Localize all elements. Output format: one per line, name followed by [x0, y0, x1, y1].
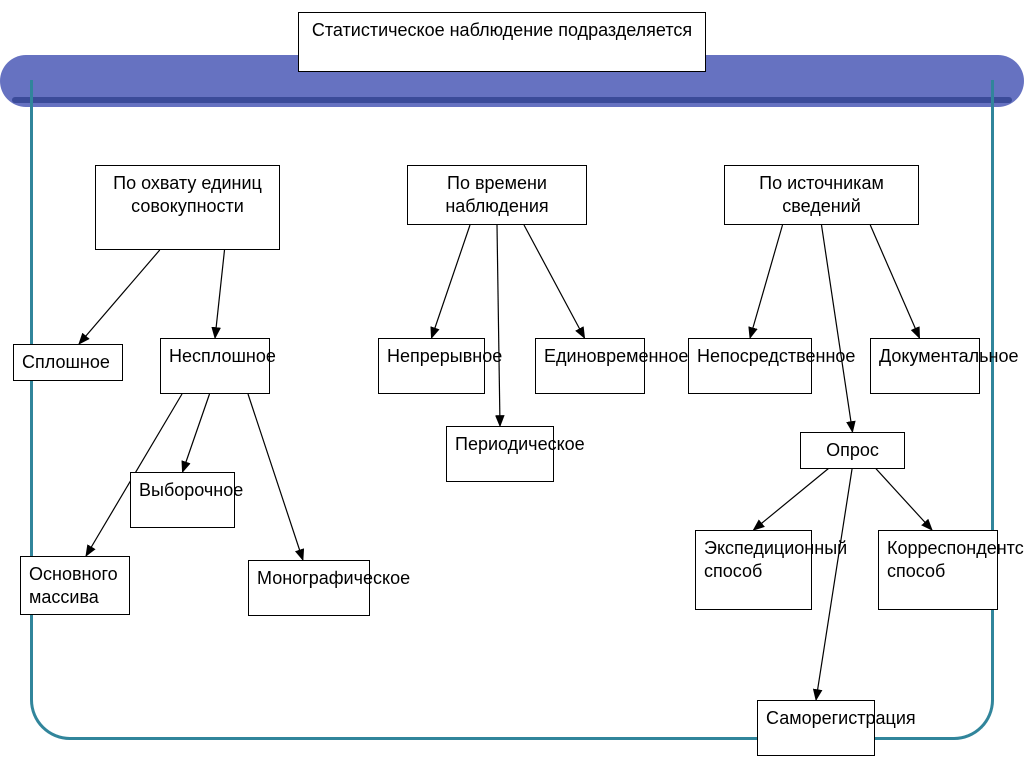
node-c1a: Сплошное — [13, 344, 123, 381]
node-c1b: Несплошное — [160, 338, 270, 394]
node-c3c1: Экспедиционный способ — [695, 530, 812, 610]
node-c3a: Непосредственное — [688, 338, 812, 394]
node-root: Статистическое наблюдение подразделяется — [298, 12, 706, 72]
node-c3c2: Корреспондентский способ — [878, 530, 998, 610]
node-cat2: По времени наблюдения — [407, 165, 587, 225]
node-c2b: Единовременное — [535, 338, 645, 394]
node-cat3: По источникам сведений — [724, 165, 919, 225]
node-c3c: Опрос — [800, 432, 905, 469]
node-c2c: Периодическое — [446, 426, 554, 482]
node-c3b: Документальное — [870, 338, 980, 394]
node-c3c3: Саморегистрация — [757, 700, 875, 756]
node-c1b3: Монографическое — [248, 560, 370, 616]
node-c1b2: Основного массива — [20, 556, 130, 615]
node-cat1: По охвату единиц совокупности — [95, 165, 280, 250]
node-c2a: Непрерывное — [378, 338, 485, 394]
node-c1b1: Выборочное — [130, 472, 235, 528]
